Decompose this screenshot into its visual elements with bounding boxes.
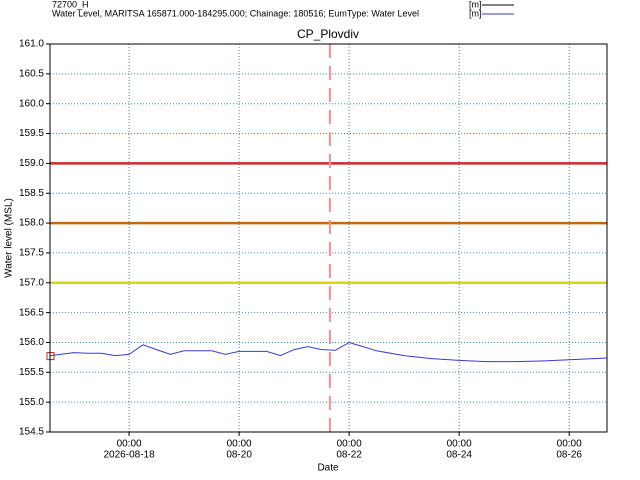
- x-tick-label: 08-22: [336, 450, 362, 461]
- x-tick-label: 2026-08-18: [104, 450, 156, 461]
- y-tick-label: 159.0: [19, 158, 44, 169]
- y-tick-label: 157.5: [19, 248, 44, 259]
- y-tick-label: 154.5: [19, 427, 44, 438]
- y-tick-label: 160.0: [19, 98, 44, 109]
- y-tick-label: 155.5: [19, 367, 44, 378]
- plot-frame: [49, 43, 608, 433]
- y-tick-label: 158.5: [19, 188, 44, 199]
- y-tick-label: 155.0: [19, 397, 44, 408]
- x-tick-label: 08-24: [446, 450, 472, 461]
- y-tick-label: 156.0: [19, 337, 44, 348]
- x-tick-label: 00:00: [337, 439, 362, 450]
- chart-title: CP_Plovdiv: [297, 27, 359, 41]
- x-tick-label: 00:00: [557, 439, 582, 450]
- y-tick-label: 156.5: [19, 307, 44, 318]
- y-tick-label: 157.0: [19, 277, 44, 288]
- y-tick-label: 159.5: [19, 128, 44, 139]
- y-tick-label: 158.0: [19, 218, 44, 229]
- legend-unit: [m]: [469, 0, 482, 9]
- series-line: [49, 341, 608, 363]
- x-tick-label: 08-20: [226, 450, 252, 461]
- x-tick-label: 00:00: [227, 439, 252, 450]
- legend-label: 72700_H: [52, 0, 89, 9]
- y-axis-label: Water level (MSL): [4, 198, 15, 278]
- legend-unit: [m]: [469, 8, 482, 18]
- x-tick-label: 00:00: [447, 439, 472, 450]
- x-tick-label: 08-26: [556, 450, 582, 461]
- x-tick-label: 00:00: [117, 439, 142, 450]
- y-tick-label: 160.5: [19, 68, 44, 79]
- y-tick-label: 161.0: [19, 39, 44, 50]
- x-axis-label: Date: [317, 463, 339, 474]
- legend-label: Water Level, MARITSA 165871.000-184295.0…: [52, 8, 419, 18]
